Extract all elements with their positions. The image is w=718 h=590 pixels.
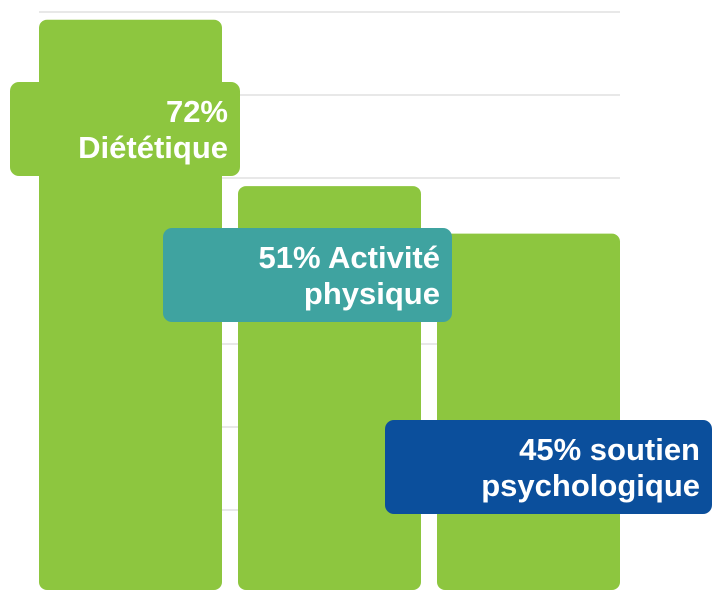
category-label: soutien psychologique	[481, 432, 700, 503]
category-label: Activité physique	[303, 240, 440, 311]
data-label: 45% soutien psychologique	[385, 420, 712, 514]
bar	[437, 233, 620, 590]
data-label: 51% Activité physique	[163, 228, 452, 322]
value-label: 45%	[519, 432, 582, 467]
value-label: 72%	[165, 94, 228, 129]
category-label: Diététique	[78, 130, 228, 165]
data-label: 72% Diététique	[10, 82, 240, 176]
value-label: 51%	[258, 240, 321, 275]
